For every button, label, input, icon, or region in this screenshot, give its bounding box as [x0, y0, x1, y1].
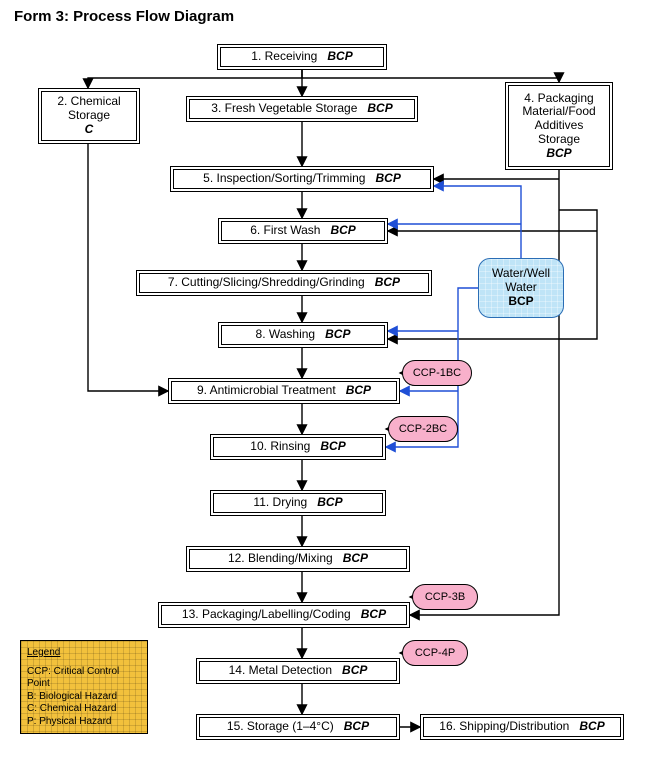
node-n11: 11. Drying BCP — [210, 490, 386, 516]
node-n1: 1. Receiving BCP — [217, 44, 387, 70]
node-n3: 3. Fresh Vegetable Storage BCP — [186, 96, 418, 122]
title: Form 3: Process Flow Diagram — [14, 8, 234, 25]
node-n8: 8. Washing BCP — [218, 322, 388, 348]
node-n6: 6. First Wash BCP — [218, 218, 388, 244]
node-n5: 5. Inspection/Sorting/Trimming BCP — [170, 166, 434, 192]
ccp-ccp4: CCP-4P — [402, 640, 468, 666]
ccp-ccp1: CCP-1BC — [402, 360, 472, 386]
node-n2: 2. ChemicalStorageC — [38, 88, 140, 144]
diagram-canvas: Form 3: Process Flow Diagram 1. Receivin… — [0, 0, 647, 784]
node-n16: 16. Shipping/Distribution BCP — [420, 714, 624, 740]
node-n10: 10. Rinsing BCP — [210, 434, 386, 460]
ccp-ccp2: CCP-2BC — [388, 416, 458, 442]
legend: LegendCCP: Critical Control PointB: Biol… — [20, 640, 148, 734]
node-n7: 7. Cutting/Slicing/Shredding/Grinding BC… — [136, 270, 432, 296]
node-n4: 4. PackagingMaterial/FoodAdditivesStorag… — [505, 82, 613, 170]
node-n13: 13. Packaging/Labelling/Coding BCP — [158, 602, 410, 628]
node-n9: 9. Antimicrobial Treatment BCP — [168, 378, 400, 404]
node-n15: 15. Storage (1–4°C) BCP — [196, 714, 400, 740]
ccp-ccp3: CCP-3B — [412, 584, 478, 610]
water-node: Water/WellWaterBCP — [478, 258, 564, 318]
node-n12: 12. Blending/Mixing BCP — [186, 546, 410, 572]
node-n14: 14. Metal Detection BCP — [196, 658, 400, 684]
